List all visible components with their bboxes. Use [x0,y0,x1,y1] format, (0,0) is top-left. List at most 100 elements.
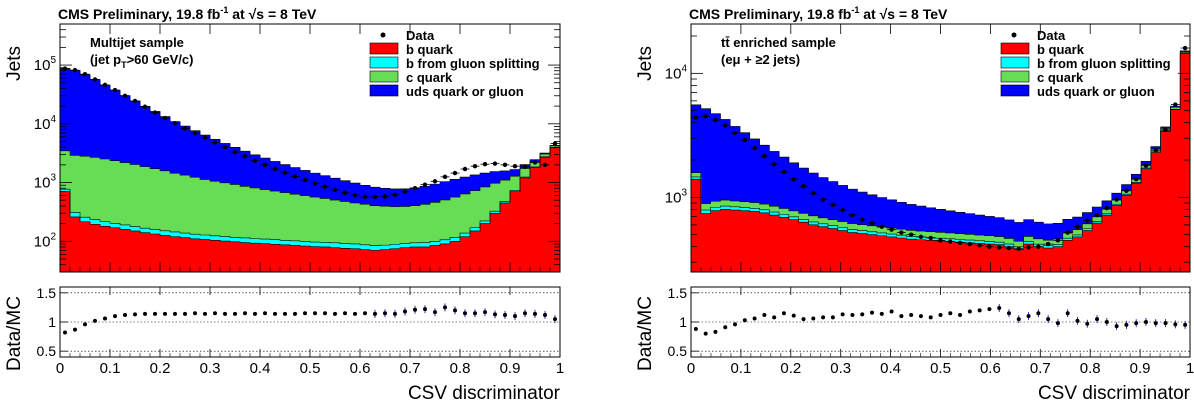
bar-c-quark [240,186,251,272]
legend-entry: Data [1037,28,1066,43]
bar-c-quark [220,182,231,272]
bar-c-quark [340,201,351,272]
data-point [262,162,268,168]
bar-b-quark [370,250,381,272]
x-tick-label: 0.4 [880,360,901,377]
bar-b-quark [480,223,491,272]
data-point [392,192,398,197]
bar-b-quark [240,242,251,272]
data-point [242,154,248,159]
data-point [232,149,238,155]
data-point [352,192,358,198]
data-point [62,66,68,71]
x-tick-label: 0.2 [780,360,801,377]
legend-swatch [369,42,399,55]
bar-b-quark [350,248,361,272]
bar-b-quark [906,239,917,272]
bar-c-quark [110,160,121,272]
bar-uds-quark-or-gluon [730,126,741,272]
ratio-point [1016,317,1021,322]
bar-b-quark [200,239,211,272]
ratio-tick-label: 0.5 [37,343,57,359]
ratio-point [1006,311,1011,316]
bar-b-quark [925,240,936,272]
bar-c-quark [350,202,361,272]
ratio-point [1026,314,1031,319]
x-tick-label: 0 [687,360,695,377]
ratio-point [801,317,806,322]
bar-c-quark [320,198,331,272]
ratio-point [948,311,953,316]
bar-c-quark [190,177,201,272]
data-point [850,212,855,218]
ratio-point [997,306,1002,310]
data-point [908,232,914,237]
ratio-point [693,327,698,331]
ratio-point [977,308,982,313]
bar-uds-quark-or-gluon [710,113,721,272]
data-point [372,194,378,200]
bar-b-quark [150,234,161,272]
data-point [92,77,98,82]
bar-b-quark [700,213,711,272]
ratio-point [791,313,796,318]
data-point [918,234,924,240]
data-point [762,153,767,159]
ratio-point [253,311,257,316]
legend-swatch [1000,70,1030,83]
data-point [532,160,538,165]
data-point [1173,102,1178,107]
bar-b-quark [1072,236,1083,272]
ratio-point [1153,321,1158,326]
bar-b-quark [955,242,966,272]
ratio-point [313,311,317,316]
bar-b-quark [1082,230,1093,272]
ratio-tick-label: 1 [679,314,687,330]
data-point [302,177,308,183]
bar-b-quark [250,243,261,272]
data-point [732,130,738,136]
bar-b-quark [886,236,897,272]
data-point [1182,45,1188,51]
ratio-point [413,307,417,312]
ratio-point [323,311,327,316]
bar-b-quark [876,235,888,272]
bar-b-quark [964,242,976,272]
data-point [312,181,318,186]
x-tick-label: 0.7 [400,360,421,377]
x-tick-label: 0.1 [730,360,751,377]
data-point [1075,224,1080,229]
bar-b-quark [520,177,531,272]
data-point [742,137,748,143]
data-point [1085,218,1090,223]
bar-b-quark [490,213,501,272]
data-point [112,87,118,93]
data-point [452,170,458,176]
data-point [1045,241,1051,247]
bar-b-quark [290,245,301,272]
ratio-point [1114,324,1119,329]
bar-b-quark [1141,168,1152,272]
data-point [928,235,933,241]
chart-panel-1: 102 103 104 105 0 0.1 0.2 0.3 0.4 0.5 0.6 0.7 0.8 0.9… [4,5,564,404]
sample-label: Multijet sample [90,35,184,50]
bar-uds-quark-or-gluon [720,119,731,272]
ratio-point [273,311,277,316]
chart-panel-2: 103 104 0 0.1 0.2 0.3 0.4 0.5 0.6 0.7 0.8 0.9 1 0.5 1 1… [635,5,1194,404]
data-point [252,158,258,163]
bar-b-quark [837,230,848,272]
data-point [1055,238,1061,243]
ratio-point [1183,322,1188,327]
sample-cut-label: (jet pT>60 GeV/c) [90,52,193,70]
bar-b-quark [340,248,351,272]
data-point [1124,188,1129,193]
data-point [342,190,348,195]
bar-b-quark [867,234,878,272]
bar-b-quark [70,216,81,272]
bar-b-quark [330,247,341,272]
bar-b-quark [730,210,741,272]
bar-c-quark [410,205,421,272]
x-tick-label: 1 [556,360,564,377]
ratio-point [723,325,728,330]
bar-c-quark [180,175,191,272]
